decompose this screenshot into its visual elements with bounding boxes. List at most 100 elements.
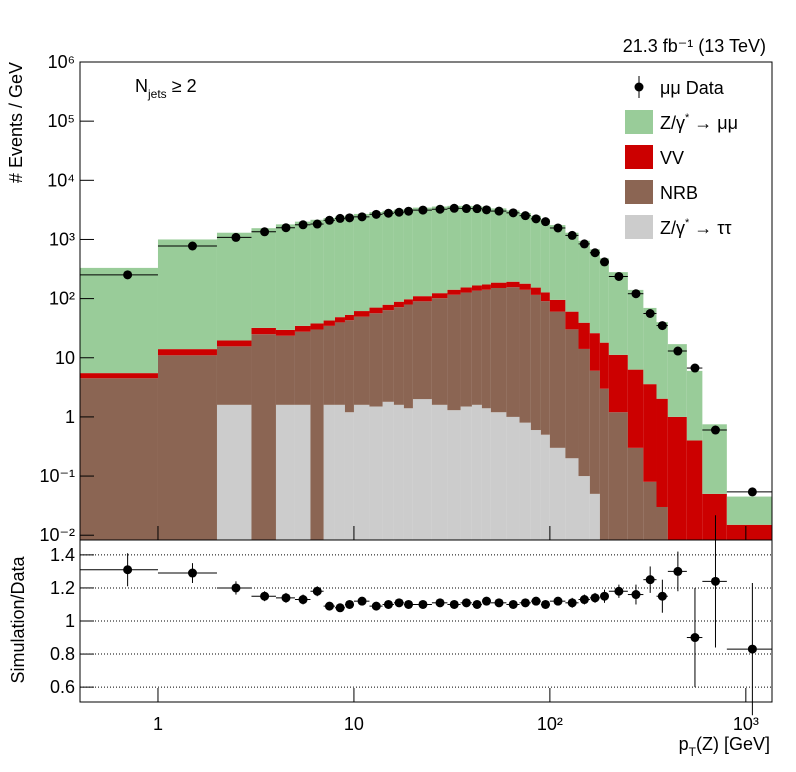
bar-segment <box>530 215 541 288</box>
data-point <box>645 309 655 319</box>
data-point <box>690 363 700 373</box>
bar-segment <box>323 404 335 540</box>
bar-segment <box>519 289 531 423</box>
bar-segment <box>344 314 354 321</box>
data-point <box>494 206 504 216</box>
data-point <box>435 204 445 214</box>
bar-segment <box>310 329 324 540</box>
label: Njets ≥ 2 <box>135 76 197 101</box>
bar-segment <box>519 283 531 290</box>
ratio-area <box>80 565 772 654</box>
bar-segment <box>686 440 703 540</box>
bar-segment <box>447 294 461 411</box>
bar-segment <box>275 404 295 540</box>
data-point <box>508 208 518 218</box>
bar-segment <box>216 404 252 540</box>
legend-label: Z/γ* → μμ <box>660 112 738 133</box>
bar-segment <box>599 388 609 540</box>
y-tick-label: 10⁶ <box>48 52 75 72</box>
bar-segment <box>353 316 370 405</box>
bar-segment <box>578 476 590 540</box>
bar-segment <box>481 206 491 285</box>
y-tick-label: 10⁻² <box>39 525 75 545</box>
data-point <box>394 207 404 217</box>
bar-segment <box>275 329 295 336</box>
label-part: p <box>679 734 689 754</box>
legend-label: VV <box>660 148 684 168</box>
data-point <box>383 208 393 218</box>
bar-segment <box>589 333 600 371</box>
bar-segment <box>382 310 394 402</box>
bar-segment <box>294 404 311 540</box>
bar-segment <box>540 301 550 435</box>
y-tick-label: 1 <box>65 407 75 427</box>
bar-segment <box>353 404 370 540</box>
bar-segment <box>471 290 482 405</box>
bar-segment <box>447 205 461 290</box>
bar-segment <box>80 373 158 379</box>
bar-segment <box>530 287 541 295</box>
bar-segment <box>549 225 566 300</box>
bar-segment <box>506 287 520 417</box>
bar-segment <box>369 313 383 407</box>
data-point <box>357 212 367 222</box>
bar-segment <box>412 301 432 400</box>
bar-segment <box>353 213 370 312</box>
bar-segment <box>80 378 158 540</box>
x-tick-label: 10 <box>344 714 364 734</box>
data-point <box>281 223 291 233</box>
bar-segment <box>403 304 413 409</box>
bar-segment <box>382 210 394 305</box>
bar-segment <box>643 384 657 482</box>
bar-segment <box>369 307 383 314</box>
y-axis-label: Simulation/Data <box>8 555 28 683</box>
data-point <box>345 213 355 223</box>
bar-segment <box>540 292 550 302</box>
bar-segment <box>431 298 448 405</box>
bar-segment <box>490 208 507 283</box>
data-point <box>673 346 683 356</box>
bar-segment <box>344 320 354 413</box>
bar-segment <box>393 301 404 308</box>
bar-segment <box>251 334 276 540</box>
bar-segment <box>608 412 628 540</box>
bar-segment <box>686 370 703 441</box>
bar-segment <box>589 370 600 494</box>
y-tick-label: 1.4 <box>50 545 75 565</box>
bar-segment <box>702 493 727 540</box>
bar-segment <box>481 408 491 540</box>
legend-label: NRB <box>660 183 698 203</box>
bar-segment <box>460 292 472 407</box>
bar-segment <box>251 228 276 328</box>
bar-segment <box>323 325 335 405</box>
bar-segment <box>382 401 394 540</box>
bar-segment <box>506 210 520 282</box>
data-point <box>520 211 530 221</box>
x-tick-label: 10³ <box>733 714 759 734</box>
label-part: ≥ 2 <box>167 76 197 96</box>
bar-segment <box>393 404 404 540</box>
bar-segment <box>369 406 383 540</box>
legend-label: μμ Data <box>660 78 725 98</box>
bar-segment <box>294 331 311 405</box>
bar-segment <box>530 430 541 540</box>
bar-segment <box>643 307 657 385</box>
bar-segment <box>382 304 394 311</box>
data-point <box>404 206 414 216</box>
data-point <box>324 215 334 225</box>
data-point <box>657 321 667 331</box>
bar-segment <box>403 408 413 540</box>
bar-segment <box>599 342 609 389</box>
y-tick-label: 0.6 <box>50 677 75 697</box>
bar-segment <box>519 422 531 540</box>
bar-segment <box>549 299 566 312</box>
data-point <box>631 289 641 299</box>
data-point <box>461 204 471 214</box>
bar-segment <box>334 216 345 318</box>
bar-segment <box>344 215 354 315</box>
bar-segment <box>702 424 727 494</box>
label: pT(Z) [GeV] <box>679 734 770 759</box>
data-point <box>187 241 197 251</box>
bar-segment <box>431 206 448 294</box>
